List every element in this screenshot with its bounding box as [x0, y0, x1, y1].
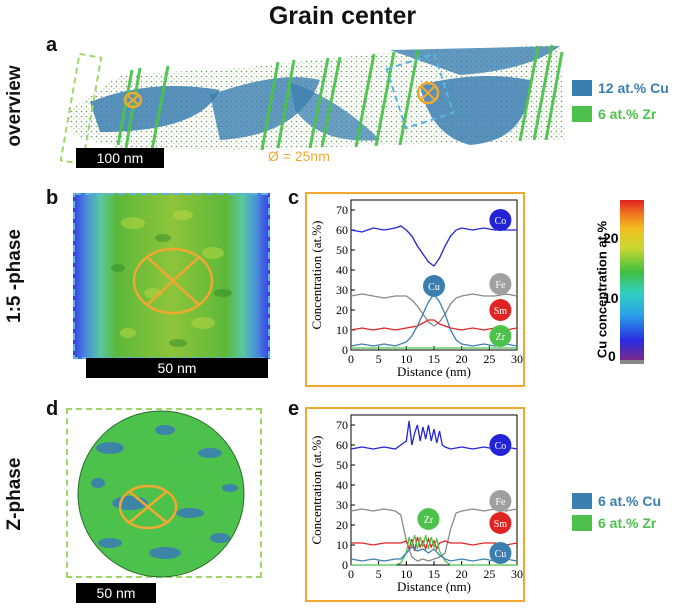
overview-scalebar: 100 nm	[76, 148, 164, 168]
element-label-fe: Fe	[495, 280, 506, 291]
x-tick-label: 20	[456, 567, 468, 581]
y-tick-label: 60	[336, 438, 348, 452]
y-tick-label: 20	[336, 303, 348, 317]
element-ball-co	[489, 209, 512, 231]
x-tick-label: 15	[428, 567, 440, 581]
element-ball-zr	[489, 325, 512, 347]
figure-title: Grain center	[268, 2, 417, 30]
colorbar-tick-10: 10	[603, 290, 619, 306]
y-axis-label: Concentration (at.%)	[309, 220, 324, 329]
panel-letter-d: d	[46, 398, 59, 420]
panel-letter-c: c	[288, 187, 300, 209]
colorbar-tick-20: 20	[603, 230, 619, 246]
x-tick-label: 15	[428, 352, 440, 366]
element-ball-co	[489, 434, 512, 456]
element-label-cu: Cu	[495, 549, 507, 560]
chart-e: 0 5 10 15 20 25 30 0 10 20 30 40 50 60 70 Distance (nm)…	[305, 407, 525, 602]
x-tick-label: 30	[511, 567, 523, 581]
y-tick-label: 50	[336, 243, 348, 257]
legend-label-cu: 12 at.% Cu	[598, 80, 669, 96]
element-label-fe: Fe	[495, 497, 506, 508]
legend-swatch-cu	[572, 80, 592, 96]
row-label-phase15: 1:5 -phase	[4, 229, 25, 323]
element-label-zr: Zr	[424, 515, 434, 526]
panel-letter-a: a	[46, 34, 58, 56]
y-tick-label: 30	[336, 498, 348, 512]
zphase-scalebar: 50 nm	[76, 583, 156, 603]
x-tick-label: 5	[376, 567, 382, 581]
zlegend-label-cu: 6 at.% Cu	[598, 493, 662, 509]
y-tick-label: 40	[336, 263, 348, 277]
series-line-cu	[350, 546, 518, 562]
element-label-sm: Sm	[494, 519, 508, 530]
y-tick-label: 0	[342, 343, 348, 357]
y-tick-label: 10	[336, 323, 348, 337]
x-axis-label: Distance (nm)	[397, 579, 471, 594]
element-label-sm: Sm	[494, 306, 508, 317]
y-axis-label: Concentration (at.%)	[309, 435, 324, 544]
element-ball-fe	[489, 490, 512, 512]
row-label-zphase: Z-phase	[4, 457, 25, 531]
element-ball-cu	[489, 542, 512, 564]
element-label-cu: Cu	[428, 282, 440, 293]
zphase-concentration-map	[77, 410, 245, 578]
x-tick-label: 10	[400, 567, 412, 581]
x-tick-label: 25	[483, 567, 495, 581]
panel-letter-e: e	[288, 398, 300, 420]
x-tick-label: 30	[511, 352, 523, 366]
x-tick-label: 10	[400, 352, 412, 366]
y-tick-label: 70	[336, 418, 348, 432]
y-tick-label: 10	[336, 538, 348, 552]
element-label-co: Co	[495, 441, 507, 452]
x-tick-label: 0	[348, 567, 354, 581]
series-line-co	[350, 225, 517, 267]
chart-c: 0 5 10 15 20 25 30 0 10 20 30 40 50 60 70 Distance (nm)…	[305, 192, 525, 387]
y-tick-label: 0	[342, 558, 348, 572]
zlegend-swatch-cu	[572, 493, 592, 509]
y-tick-label: 50	[336, 458, 348, 472]
x-tick-label: 25	[483, 352, 495, 366]
x-tick-label: 5	[376, 352, 382, 366]
element-ball-fe	[489, 273, 512, 295]
element-ball-zr	[417, 508, 440, 530]
y-tick-label: 30	[336, 283, 348, 297]
x-tick-label: 0	[348, 352, 354, 366]
colorbar-tick-0: 0	[608, 348, 616, 364]
y-tick-label: 70	[336, 203, 348, 217]
y-tick-label: 40	[336, 478, 348, 492]
phase15-concentration-map	[73, 193, 270, 359]
x-axis-label: Distance (nm)	[397, 364, 471, 379]
series-line-fe	[350, 293, 518, 327]
element-ball-sm	[489, 512, 512, 534]
legend-label-zr: 6 at.% Zr	[598, 106, 657, 122]
diameter-label: Ø = 25nm	[268, 148, 330, 164]
series-line-fe	[350, 508, 518, 562]
legend-swatch-zr	[572, 106, 592, 122]
phase15-scalebar: 50 nm	[86, 358, 268, 378]
element-label-zr: Zr	[496, 332, 506, 343]
element-ball-sm	[489, 299, 512, 321]
row-label-overview: overview	[4, 65, 25, 147]
chart-frame	[305, 407, 525, 602]
series-line-sm	[350, 319, 518, 331]
overview-reconstruction	[60, 44, 565, 166]
y-tick-label: 20	[336, 518, 348, 532]
series-line-zr	[351, 534, 517, 566]
series-line-sm	[351, 536, 518, 552]
element-label-co: Co	[495, 216, 507, 227]
panel-letter-b: b	[46, 187, 59, 209]
y-tick-label: 60	[336, 223, 348, 237]
zlegend-swatch-zr	[572, 515, 592, 531]
element-ball-cu	[423, 275, 445, 297]
zlegend-label-zr: 6 at.% Zr	[598, 515, 657, 531]
x-tick-label: 20	[456, 352, 468, 366]
chart-frame	[305, 192, 525, 387]
colorbar-label: Cu concentration at.%	[594, 220, 610, 359]
series-line-co	[350, 420, 518, 450]
cu-colorbar	[620, 200, 644, 364]
